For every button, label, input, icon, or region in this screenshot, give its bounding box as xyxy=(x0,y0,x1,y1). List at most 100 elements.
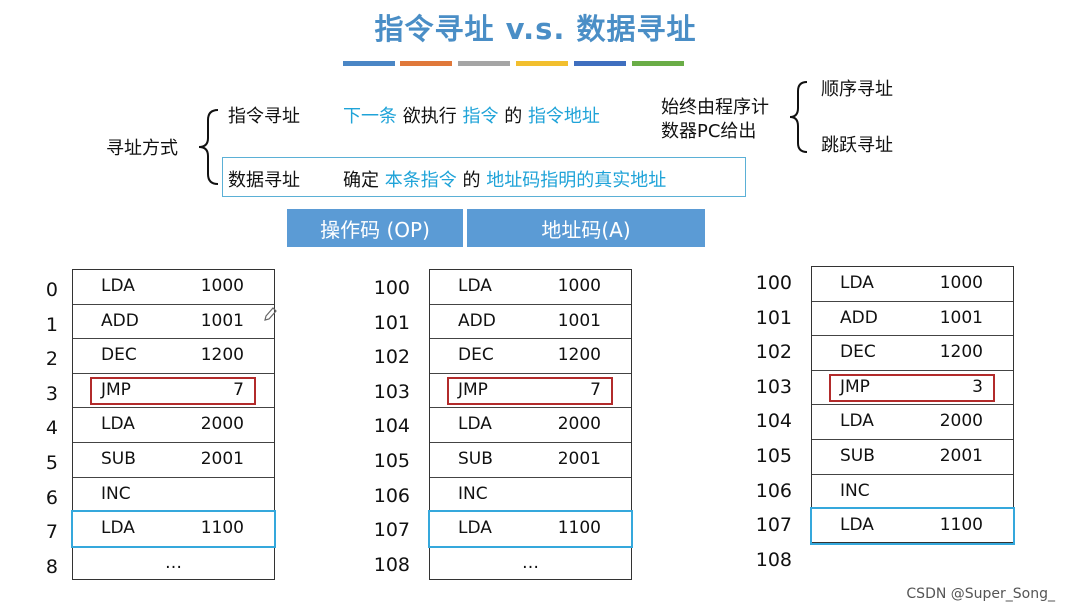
address-cell: 1100 xyxy=(200,518,244,539)
pc-note-line2: 数器PC给出 xyxy=(661,121,757,142)
address-cell: 3 xyxy=(972,376,983,397)
memory-row: INC xyxy=(812,475,1013,510)
address-cell: 1200 xyxy=(200,345,244,366)
opcode-cell: LDA xyxy=(101,414,135,435)
memory-row: SUB 2001 xyxy=(812,440,1013,475)
opcode-cell: LDA xyxy=(840,411,874,432)
address-index: 7 xyxy=(45,521,58,544)
jump-target-highlight-box xyxy=(810,507,1015,545)
opcode-cell: LDA xyxy=(101,276,135,296)
desc-to-execute: 欲执行 xyxy=(402,106,457,127)
desc-instruction: 指令 xyxy=(462,106,499,127)
memory-row: ADD 1001 xyxy=(73,305,274,340)
address-index: 106 xyxy=(755,479,792,502)
memory-table-1: LDA 1000 ADD 1001 DEC 1200 JMP 7 LDA 2000 SUB 2001 I… xyxy=(72,269,275,582)
address-cell: 1000 xyxy=(200,276,244,296)
watermark: CSDN @Super_Song_ xyxy=(906,586,1055,602)
address-cell: 1001 xyxy=(939,307,983,328)
opcode-cell: SUB xyxy=(458,449,493,469)
opcode-cell: INC xyxy=(840,480,870,501)
address-cell: 7 xyxy=(590,379,601,400)
address-index: 6 xyxy=(45,486,58,509)
opcode-cell: JMP xyxy=(458,379,488,400)
address-index: 107 xyxy=(373,519,410,542)
memory-row: DEC 1200 xyxy=(73,339,274,374)
jmp-highlight-box xyxy=(829,373,995,403)
opcode-cell: … xyxy=(165,552,182,573)
opcode-cell: ADD xyxy=(101,310,139,331)
desc-this-instruction: 本条指令 xyxy=(384,170,457,191)
opcode-cell: LDA xyxy=(840,273,874,293)
sub-brace-icon xyxy=(789,81,808,153)
title-bar-6 xyxy=(632,61,684,66)
opcode-header: 操作码 (OP) xyxy=(287,209,463,247)
title-bar-3 xyxy=(458,61,510,66)
memory-row: INC xyxy=(430,478,631,513)
address-index: 3 xyxy=(45,382,58,405)
address-index: 101 xyxy=(755,306,792,329)
title-bar-2 xyxy=(400,61,452,66)
address-index: 104 xyxy=(373,415,410,438)
desc-next: 下一条 xyxy=(343,106,397,127)
data-addressing-box xyxy=(222,157,746,197)
desc-of: 的 xyxy=(504,106,523,127)
address-cell: 2001 xyxy=(557,449,601,469)
memory-row: LDA 1000 xyxy=(73,270,274,305)
title-bar-1 xyxy=(343,61,395,66)
data-addressing-label: 数据寻址 xyxy=(228,170,300,191)
title-bar-5 xyxy=(574,61,626,66)
address-index: 4 xyxy=(45,417,58,440)
pc-note-line1: 始终由程序计 xyxy=(661,97,769,118)
jump-target-highlight-box xyxy=(71,510,276,548)
opcode-cell: LDA xyxy=(840,515,874,536)
memory-table-3: LDA 1000 ADD 1001 DEC 1200 JMP 3 LDA 2000 SUB 2001 I… xyxy=(811,266,1014,543)
address-index: 105 xyxy=(755,445,792,467)
address-index: 5 xyxy=(45,452,58,474)
memory-row: LDA 1100 xyxy=(812,509,1013,544)
sequential-addressing: 顺序寻址 xyxy=(821,79,893,100)
address-cell: 2001 xyxy=(200,449,244,469)
address-cell: 1000 xyxy=(557,276,601,296)
memory-row: LDA 2000 xyxy=(430,408,631,443)
memory-row: JMP 7 xyxy=(430,374,631,409)
memory-row: … xyxy=(430,547,631,582)
opcode-cell: SUB xyxy=(840,446,875,466)
opcode-cell: LDA xyxy=(458,276,492,296)
memory-row: LDA 1000 xyxy=(812,267,1013,302)
memory-row: JMP 7 xyxy=(73,374,274,409)
address-index: 2 xyxy=(45,348,58,371)
opcode-cell: DEC xyxy=(101,345,137,366)
memory-row: INC xyxy=(73,478,274,513)
opcode-cell: JMP xyxy=(101,379,131,400)
memory-row: DEC 1200 xyxy=(430,339,631,374)
memory-row: … xyxy=(73,547,274,582)
opcode-cell: LDA xyxy=(101,518,135,539)
desc-determine: 确定 xyxy=(343,170,379,191)
address-index: 8 xyxy=(45,555,58,578)
memory-row: LDA 2000 xyxy=(812,405,1013,440)
main-brace-icon xyxy=(198,109,219,185)
opcode-cell: INC xyxy=(101,483,131,504)
address-index: 102 xyxy=(373,346,410,369)
jump-addressing: 跳跃寻址 xyxy=(821,135,893,156)
memory-row: DEC 1200 xyxy=(812,336,1013,371)
opcode-cell: ADD xyxy=(840,307,878,328)
data-addressing-desc: 确定 本条指令 的 地址码指明的真实地址 xyxy=(343,166,666,192)
address-index: 108 xyxy=(373,553,410,576)
instruction-addressing-desc: 下一条 欲执行 指令 的 指令地址 xyxy=(343,102,600,128)
address-index: 101 xyxy=(373,311,410,334)
address-cell: 2000 xyxy=(939,411,983,432)
address-index: 103 xyxy=(373,380,410,403)
opcode-cell: INC xyxy=(458,483,488,504)
opcode-cell: JMP xyxy=(840,376,870,397)
address-index: 104 xyxy=(755,410,792,433)
address-cell: 1200 xyxy=(939,342,983,363)
address-code-header: 地址码(A) xyxy=(467,209,705,247)
address-cell: 1001 xyxy=(557,310,601,331)
address-cell: 1100 xyxy=(939,515,983,536)
pencil-cursor-icon xyxy=(264,307,277,321)
memory-row: ADD 1001 xyxy=(430,305,631,340)
instruction-addressing-label: 指令寻址 xyxy=(228,106,300,127)
address-index: 108 xyxy=(755,548,792,571)
memory-row: LDA 2000 xyxy=(73,408,274,443)
